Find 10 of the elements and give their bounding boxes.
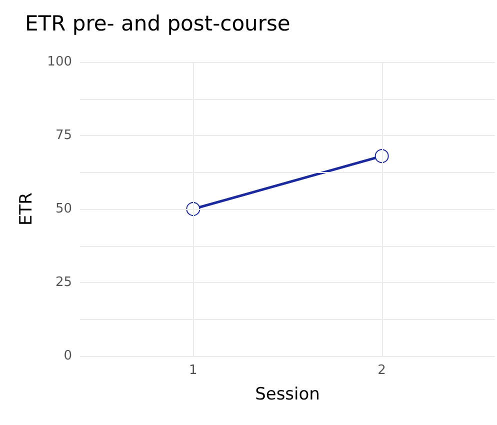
chart-title: ETR pre- and post-course [25, 12, 290, 36]
x-tick-label: 1 [189, 363, 198, 378]
y-tick-label: 100 [47, 54, 72, 70]
y-tick-label: 0 [64, 348, 72, 364]
y-tick-label: 25 [55, 275, 72, 290]
y-tick-label: 75 [55, 128, 72, 143]
y-axis-title: ETR [16, 192, 36, 226]
x-tick-label: 2 [378, 363, 386, 378]
x-axis-title: Session [255, 384, 320, 404]
y-tick-label: 50 [55, 202, 72, 216]
